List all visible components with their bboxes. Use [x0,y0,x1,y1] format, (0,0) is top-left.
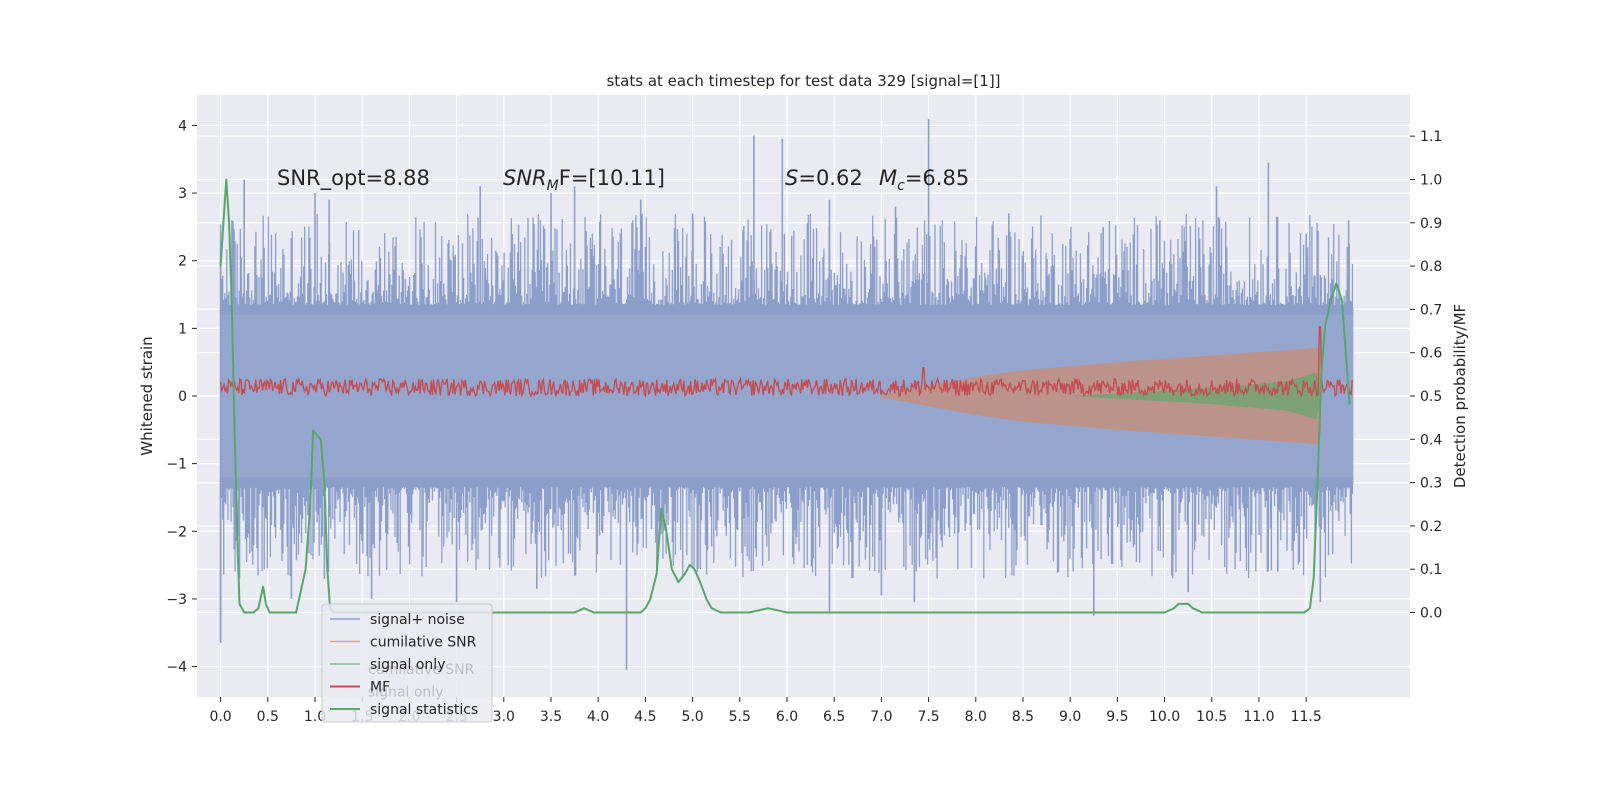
legend-label: signal statistics [370,702,478,718]
x-tick-label: 8.0 [965,709,987,725]
y2-tick-label: 0.9 [1420,216,1442,232]
x-tick-label: 5.0 [681,709,703,725]
x-tick-label: 1.0 [304,709,326,725]
x-tick-label: 9.5 [1106,709,1128,725]
annotation-snr-opt: SNR_opt=8.88 [277,166,430,191]
y2-tick-label: 0.8 [1420,259,1442,275]
y2-tick-label: 0.5 [1420,389,1442,405]
annotation-snr-mf-sub: M [547,178,559,194]
x-tick-label: 3.5 [540,709,562,725]
y2-tick-label: 0.4 [1420,432,1442,448]
y-axis-label: Whitened strain [138,336,156,455]
annotation-s-var: S [785,166,798,190]
y-tick-label: −1 [166,457,187,473]
x-tick-label: 11.0 [1243,709,1274,725]
x-tick-label: 4.5 [634,709,656,725]
series-mf [219,326,1353,399]
y-tick-label: −3 [166,592,187,608]
legend-ghost-label: cumilative SNR [368,662,475,678]
x-tick-label: 10.5 [1196,709,1227,725]
legend-label: cumilative SNR [370,635,477,651]
x-tick-label: 4.0 [587,709,609,725]
y-tick-label: 0 [178,389,187,405]
x-tick-label: 10.0 [1149,709,1180,725]
noise-peaks [219,118,1350,670]
legend-ghost-label: signal only [368,685,443,701]
y2-tick-label: 0.3 [1420,476,1442,492]
annotation-snr-mf: SNRMF=[10.11] [503,166,665,194]
x-tick-label: 5.5 [729,709,751,725]
x-tick-label: 7.5 [917,709,939,725]
chart-title: stats at each timestep for test data 329… [606,72,1000,90]
x-tick-label: 7.0 [870,709,892,725]
x-tick-label: 11.5 [1291,709,1322,725]
series-signal-statistics [219,178,1351,614]
y-tick-label: 4 [178,118,187,134]
series-layer [219,118,1354,670]
annotation-mc-value: =6.85 [905,166,969,190]
series-signal-only [1070,372,1322,420]
y-tick-label: −4 [166,660,187,676]
x-tick-label: 9.0 [1059,709,1081,725]
annotation-s-value: =0.62 [798,166,862,190]
y2-axis-label: Detection probability/MF [1451,304,1469,488]
y2-tick-label: 0.7 [1420,302,1442,318]
annotation-mc: Mc=6.85 [879,166,969,194]
y2-tick-label: 0.2 [1420,519,1442,535]
legend-label: signal only [370,657,445,673]
x-tick-label: 0.0 [209,709,231,725]
x-tick-label: 6.0 [776,709,798,725]
legend-label: MF [370,680,390,696]
annotation-snr-mf-prefix: SNR [503,166,547,190]
annotation-snr-mf-suffix: F=[10.11] [559,166,665,190]
annotation-mc-sub: c [897,178,905,194]
x-tick-label: 6.5 [823,709,845,725]
annotation-mc-var: M [879,166,897,190]
y2-tick-label: 0.0 [1420,606,1442,622]
y2-tick-label: 1.1 [1420,129,1442,145]
y2-tick-label: 0.1 [1420,562,1442,578]
x-tick-label: 0.5 [257,709,279,725]
annotations: SNR_opt=8.88 SNRMF=[10.11] S=0.62 Mc=6.8… [277,166,969,194]
y2-tick-label: 0.6 [1420,346,1442,362]
annotation-s: S=0.62 [785,166,863,190]
y2-tick-label: 1.0 [1420,172,1442,188]
y-tick-label: 1 [178,321,187,337]
y-tick-label: 2 [178,254,187,270]
legend-label: signal+ noise [370,612,465,628]
legend-box [321,603,493,723]
y-tick-label: 3 [178,186,187,202]
y-tick-label: −2 [166,524,187,540]
x-tick-label: 3.0 [493,709,515,725]
x-tick-label: 8.5 [1012,709,1034,725]
